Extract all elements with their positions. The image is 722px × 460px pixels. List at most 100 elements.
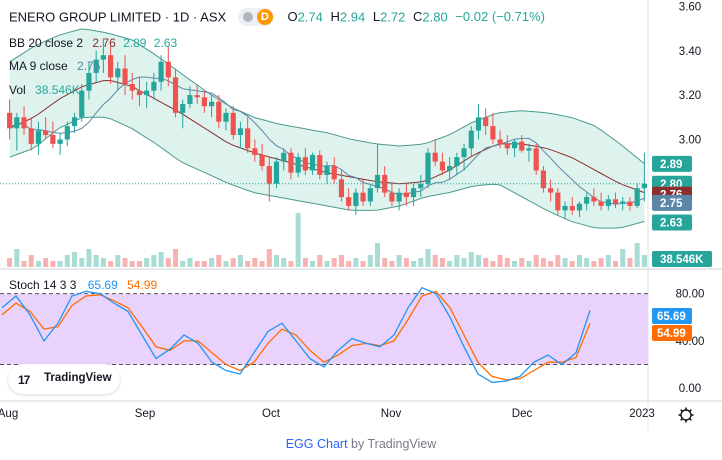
candle [230, 106, 236, 140]
candle-body [576, 203, 583, 211]
candle-body [461, 148, 467, 158]
volume-bar [454, 255, 460, 267]
candle [7, 99, 13, 140]
candle-body [100, 55, 106, 60]
candle [252, 139, 258, 162]
price-badge-label: 2.75 [660, 198, 683, 210]
candle-body [511, 141, 518, 149]
candle [562, 201, 568, 220]
chart-canvas[interactable]: 3.60 3.40 3.20 3.00 2.89 2.80 2.76 2.75 2.63 38.5… [0, 0, 722, 430]
candle-body [144, 90, 150, 96]
candle [194, 84, 200, 104]
candle-body [302, 157, 308, 171]
volume-bar [605, 255, 611, 267]
o-label: O [287, 9, 298, 25]
volume-bar [396, 255, 402, 267]
candle-body [396, 192, 402, 202]
candle [259, 143, 265, 171]
tradingview-logo[interactable]: 17 TradingView [8, 364, 120, 394]
candle [439, 152, 446, 175]
volume-bar [21, 261, 27, 267]
h-label: H [330, 9, 340, 25]
candle [57, 132, 63, 155]
candle [144, 81, 150, 109]
volume-bar [158, 252, 164, 267]
tradingview-mark-icon: 17 [18, 373, 30, 387]
badge-d: D [256, 9, 273, 25]
volume-bar [555, 255, 561, 267]
volume-bar [310, 261, 316, 267]
volume-bar [108, 261, 114, 267]
candle [591, 188, 597, 206]
volume-bar [331, 258, 337, 267]
volume-bar [598, 258, 604, 267]
price-tick-label: 3.40 [679, 46, 701, 58]
candle-body [273, 161, 280, 184]
candle [367, 183, 373, 206]
candle-body [562, 205, 568, 211]
candle-body [43, 130, 49, 135]
gear-tooth [688, 417, 692, 421]
volume-bar [273, 255, 280, 267]
ma-legend[interactable]: MA 9 close 2.75 [9, 59, 100, 73]
candle [288, 148, 294, 180]
candle-body [533, 148, 539, 171]
candle-body [605, 199, 611, 206]
stoch-tick-label: 80.00 [676, 289, 705, 301]
volume-bar [504, 258, 510, 267]
badge-d-pill[interactable]: D [237, 8, 274, 26]
volume-bar [641, 255, 647, 267]
candle-body [230, 112, 236, 135]
candle [620, 197, 626, 211]
volume-bar [519, 258, 525, 267]
candle [93, 50, 99, 82]
candle-body [612, 199, 619, 204]
candle [86, 61, 92, 100]
stoch-legend[interactable]: Stoch 14 3 3 65.69 54.99 [9, 278, 157, 292]
footer-by: by TradingView [351, 437, 437, 451]
symbol-title: ENERO GROUP LIMITED · 1D · ASX [9, 9, 227, 25]
candle-body [627, 201, 633, 206]
candle-body [165, 61, 171, 78]
candle-body [180, 103, 186, 113]
volume-bar [562, 258, 568, 267]
candle-body [569, 205, 575, 211]
volume-bar [526, 261, 532, 267]
candle [533, 143, 539, 175]
candle [136, 77, 143, 107]
candle [35, 121, 42, 155]
candle-body [295, 157, 301, 173]
candle-body [281, 152, 287, 162]
vol-legend[interactable]: Vol 38.546K [9, 83, 80, 97]
candle-body [331, 166, 337, 180]
stoch-badge-label: 54.99 [657, 328, 686, 340]
candle-body [93, 59, 99, 73]
stoch-badge-label: 65.69 [657, 311, 686, 323]
candle [331, 157, 337, 184]
volume-bar [324, 261, 330, 267]
candle [71, 112, 78, 133]
price-badge-label: 2.63 [660, 217, 682, 229]
volume-bar [338, 255, 344, 267]
stoch-k-line [1, 286, 591, 383]
candle-body [245, 128, 251, 149]
volume-bar [497, 255, 503, 267]
volume-bar [382, 258, 388, 267]
egg-chart-link[interactable]: EGG Chart [285, 437, 348, 451]
bb-legend[interactable]: BB 20 close 2 2.76 2.89 2.63 [9, 36, 177, 50]
volume-bar [100, 258, 106, 267]
volume-bar [237, 255, 243, 267]
candle [483, 108, 489, 135]
bb-value-1: 2.76 [92, 36, 116, 50]
candle [295, 152, 301, 178]
candle-body [288, 152, 294, 173]
candle-body [158, 61, 164, 82]
volume-bar [230, 258, 236, 267]
volume-bar [165, 258, 171, 267]
candle [115, 61, 121, 91]
candle-body [497, 139, 503, 144]
settings-gear-icon[interactable] [678, 407, 694, 423]
candle [418, 174, 424, 198]
candle [122, 55, 128, 96]
candle [403, 183, 409, 206]
